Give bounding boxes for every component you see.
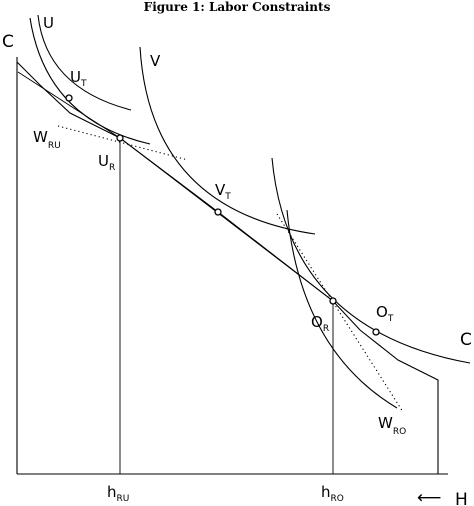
y-axis-label: C <box>2 32 14 52</box>
label-hru: hRU <box>107 483 129 504</box>
label-ot: OT <box>376 303 394 324</box>
curve-label-v: V <box>150 52 161 70</box>
indifference-curve-u-restricted <box>29 17 151 145</box>
x-axis-label: H <box>455 490 468 506</box>
indifference-curve-o-restricted <box>286 209 398 409</box>
straight-budget-line <box>17 71 334 302</box>
point-ot <box>372 328 380 336</box>
label-ut: UT <box>70 68 87 89</box>
indifference-curve-u-tangent <box>37 14 132 111</box>
indifference-curve-v <box>139 46 316 235</box>
budget-constraint-line <box>16 61 439 474</box>
label-hro: hRO <box>321 483 344 504</box>
indifference-curve-o-tangent <box>271 157 471 364</box>
label-wro: WRO <box>378 414 406 437</box>
x-axis-arrow: ⟵ <box>417 488 441 506</box>
label-wru: WRU <box>33 128 61 151</box>
point-ur <box>116 134 124 142</box>
figure-caption: Figure 1: Labor Constraints <box>143 0 331 14</box>
label-ur: UR <box>98 152 115 173</box>
curve-label-c: C <box>460 330 472 350</box>
point-or <box>329 297 337 305</box>
label-or: OR <box>311 313 329 334</box>
wage-line-wru <box>57 125 189 161</box>
label-vt: VT <box>215 181 231 202</box>
point-ut <box>65 94 73 102</box>
point-vt <box>214 208 222 216</box>
curve-label-u: U <box>43 14 54 32</box>
